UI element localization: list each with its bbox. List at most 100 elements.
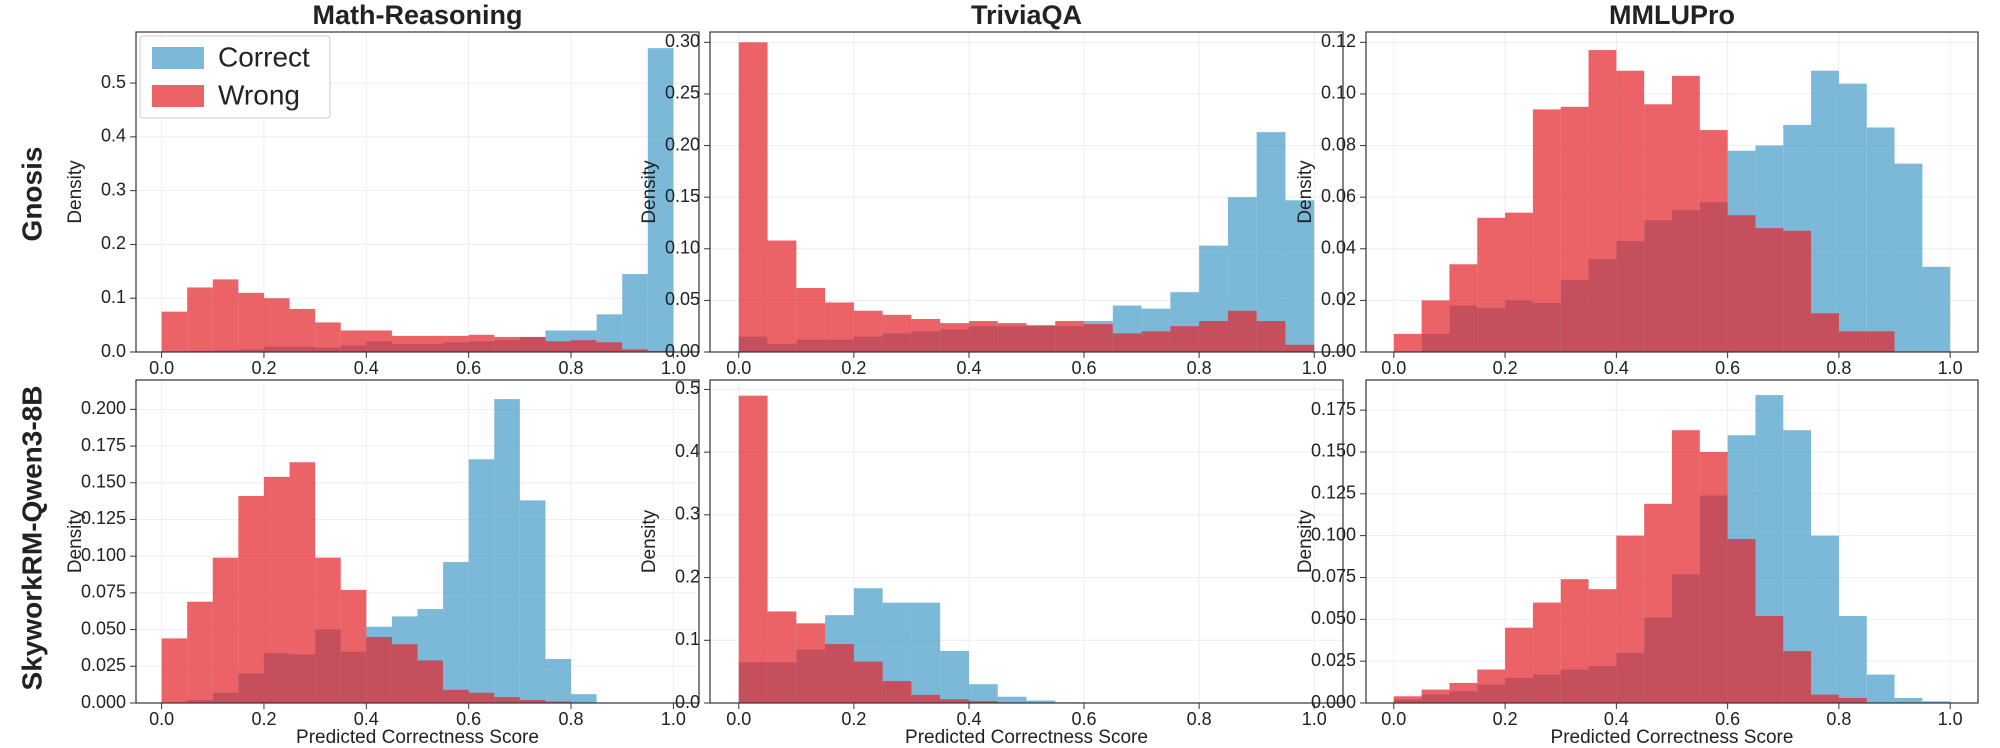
histogram-bar (1811, 535, 1839, 703)
legend-swatch (152, 85, 204, 107)
histogram-bar (1256, 321, 1286, 352)
histogram-bar (187, 601, 213, 703)
y-tick-label: 0.08 (1321, 134, 1356, 154)
histogram-bar (1922, 701, 1951, 703)
x-tick-label: 0.4 (956, 709, 981, 729)
chart-title: Math-Reasoning (312, 0, 522, 30)
histogram-bar (391, 644, 418, 703)
histogram-bar (519, 336, 546, 352)
x-tick-label: 1.0 (1302, 709, 1327, 729)
histogram-bar (1699, 130, 1728, 352)
histogram-bar (545, 341, 572, 352)
y-axis-label: Density (1295, 509, 1316, 573)
histogram-bar (161, 311, 188, 352)
x-tick-label: 0.0 (726, 709, 751, 729)
y-tick-label: 0.125 (81, 508, 126, 528)
x-tick-label: 1.0 (661, 358, 686, 378)
histogram-bar (1727, 538, 1756, 703)
x-tick-label: 0.6 (456, 709, 481, 729)
y-tick-label: 0.100 (81, 545, 126, 565)
histogram-bar (443, 562, 469, 703)
histogram-bar (289, 462, 316, 703)
histogram-bar (519, 500, 546, 703)
histogram-bar (1055, 321, 1085, 352)
histogram-bar (1922, 266, 1951, 352)
histogram-bar (238, 495, 264, 703)
histogram-bar (767, 240, 797, 352)
y-tick-label: 0.2 (675, 566, 700, 586)
axes-frame (709, 379, 1344, 704)
histogram-bar (1838, 615, 1867, 703)
y-tick-label: 0.025 (81, 655, 126, 675)
y-axis-label: Density (65, 160, 86, 224)
histogram-bar (1026, 325, 1056, 352)
y-tick-label: 0.20 (665, 134, 700, 154)
y-tick-label: 0.5 (675, 378, 700, 398)
y-tick-label: 0.200 (81, 398, 126, 418)
histogram-bar (1084, 324, 1113, 352)
axes-frame (709, 31, 1344, 353)
histogram-bar (622, 349, 648, 352)
histogram-bar (1672, 75, 1700, 352)
histogram-bar (545, 701, 572, 703)
histogram-bar (1505, 212, 1533, 352)
histogram-bar (1449, 264, 1478, 352)
histogram-bar (519, 700, 546, 703)
histogram-bar (1838, 697, 1867, 703)
x-tick-label: 0.2 (841, 709, 866, 729)
histogram-bar (1285, 200, 1315, 352)
histogram-bar (1477, 217, 1506, 352)
y-tick-label: 0.175 (1311, 399, 1356, 419)
y-tick-label: 0.0 (675, 692, 700, 712)
y-tick-label: 0.075 (1311, 566, 1356, 586)
axes-frame (1365, 31, 1979, 353)
histogram-bar (968, 321, 998, 352)
x-tick-label: 0.6 (1072, 358, 1097, 378)
histogram-bar (853, 661, 883, 703)
histogram-bar (571, 694, 597, 703)
x-tick-label: 0.4 (354, 709, 379, 729)
histogram-bar (1616, 70, 1645, 352)
x-tick-label: 1.0 (1938, 709, 1963, 729)
histogram-bar (1532, 602, 1561, 703)
histogram-bar (161, 638, 188, 703)
histogram-bar (940, 699, 969, 703)
y-tick-label: 0.075 (81, 582, 126, 602)
x-axis-label: Predicted Correctness Score (905, 727, 1148, 748)
x-tick-label: 0.8 (559, 358, 584, 378)
y-tick-label: 0.04 (1321, 238, 1356, 258)
y-tick-label: 0.15 (665, 186, 700, 206)
histogram-bar (1644, 503, 1672, 703)
histogram-bar (738, 395, 768, 703)
y-tick-label: 0.1 (101, 287, 126, 307)
y-tick-label: 0.050 (1311, 608, 1356, 628)
histogram-bar (494, 697, 520, 703)
histogram-bar (1783, 230, 1812, 352)
histogram-bar (340, 330, 367, 352)
y-tick-label: 0.00 (1321, 341, 1356, 361)
histogram-bar (796, 623, 826, 703)
histogram-bar (1699, 451, 1728, 703)
y-axis-label: Density (639, 160, 660, 224)
histogram-bar (443, 335, 469, 352)
x-tick-label: 0.0 (1381, 358, 1406, 378)
y-tick-label: 0.4 (101, 126, 126, 146)
x-tick-label: 0.0 (149, 709, 174, 729)
histogram-bar (1588, 589, 1617, 703)
x-tick-label: 0.8 (1826, 358, 1851, 378)
y-tick-label: 0.4 (675, 441, 700, 461)
y-tick-label: 0.100 (1311, 524, 1356, 544)
x-tick-label: 0.6 (1715, 709, 1740, 729)
histogram-bar (911, 694, 941, 703)
row-label: SkyworkRM-Qwen3-8B (16, 386, 47, 691)
y-tick-label: 0.0 (101, 341, 126, 361)
x-tick-label: 0.0 (149, 358, 174, 378)
histogram-bar (1560, 579, 1589, 703)
histogram-bar (1866, 127, 1895, 352)
histogram-bar (911, 602, 941, 703)
histogram-bar (1866, 331, 1895, 352)
histogram-bar (1783, 651, 1812, 703)
histogram-bar (443, 689, 469, 703)
histogram-bar (1449, 682, 1478, 703)
